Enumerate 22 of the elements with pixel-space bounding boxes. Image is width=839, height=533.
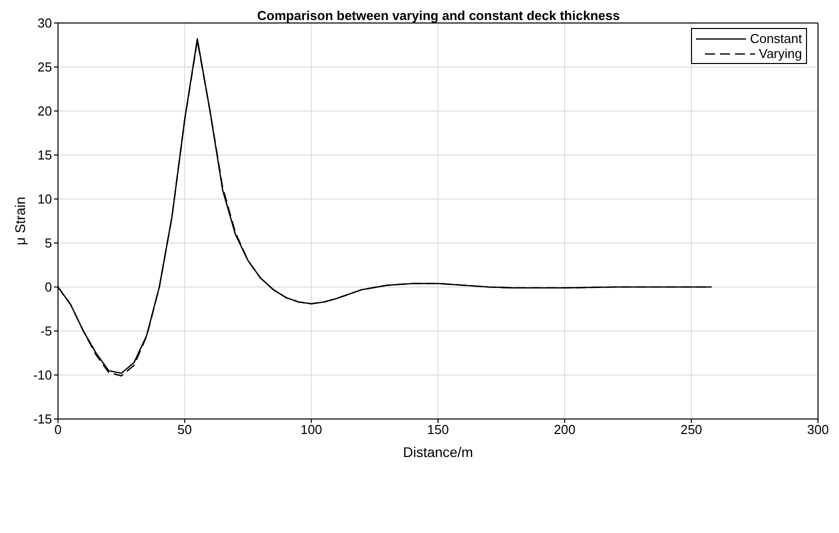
y-tick-label: -10	[33, 368, 52, 383]
y-tick-label: -15	[33, 412, 52, 427]
y-tick-label: 30	[38, 16, 52, 31]
legend-label: Constant	[750, 31, 802, 46]
x-tick-label: 0	[54, 422, 62, 438]
y-axis-title: μ Strain	[12, 196, 28, 246]
y-tick-label: 10	[38, 192, 52, 207]
x-tick-label: 250	[680, 422, 702, 438]
x-tick-label: 50	[177, 422, 192, 438]
x-axis-title: Distance/m	[402, 444, 474, 460]
y-tick-label: 20	[38, 104, 52, 119]
x-tick-label: 300	[807, 422, 829, 438]
y-tick-label: 5	[44, 236, 52, 251]
y-tick-label: 15	[38, 148, 52, 163]
y-tick-label: -5	[40, 324, 52, 339]
y-tick-label: 0	[44, 280, 52, 295]
chart-title: Comparison between varying and constant deck thickness	[256, 8, 621, 23]
x-tick-label: 200	[554, 422, 576, 438]
x-tick-label: 100	[300, 422, 322, 438]
y-tick-label: 25	[38, 60, 52, 75]
x-tick-label: 150	[427, 422, 449, 438]
legend-label: Varying	[758, 46, 802, 61]
